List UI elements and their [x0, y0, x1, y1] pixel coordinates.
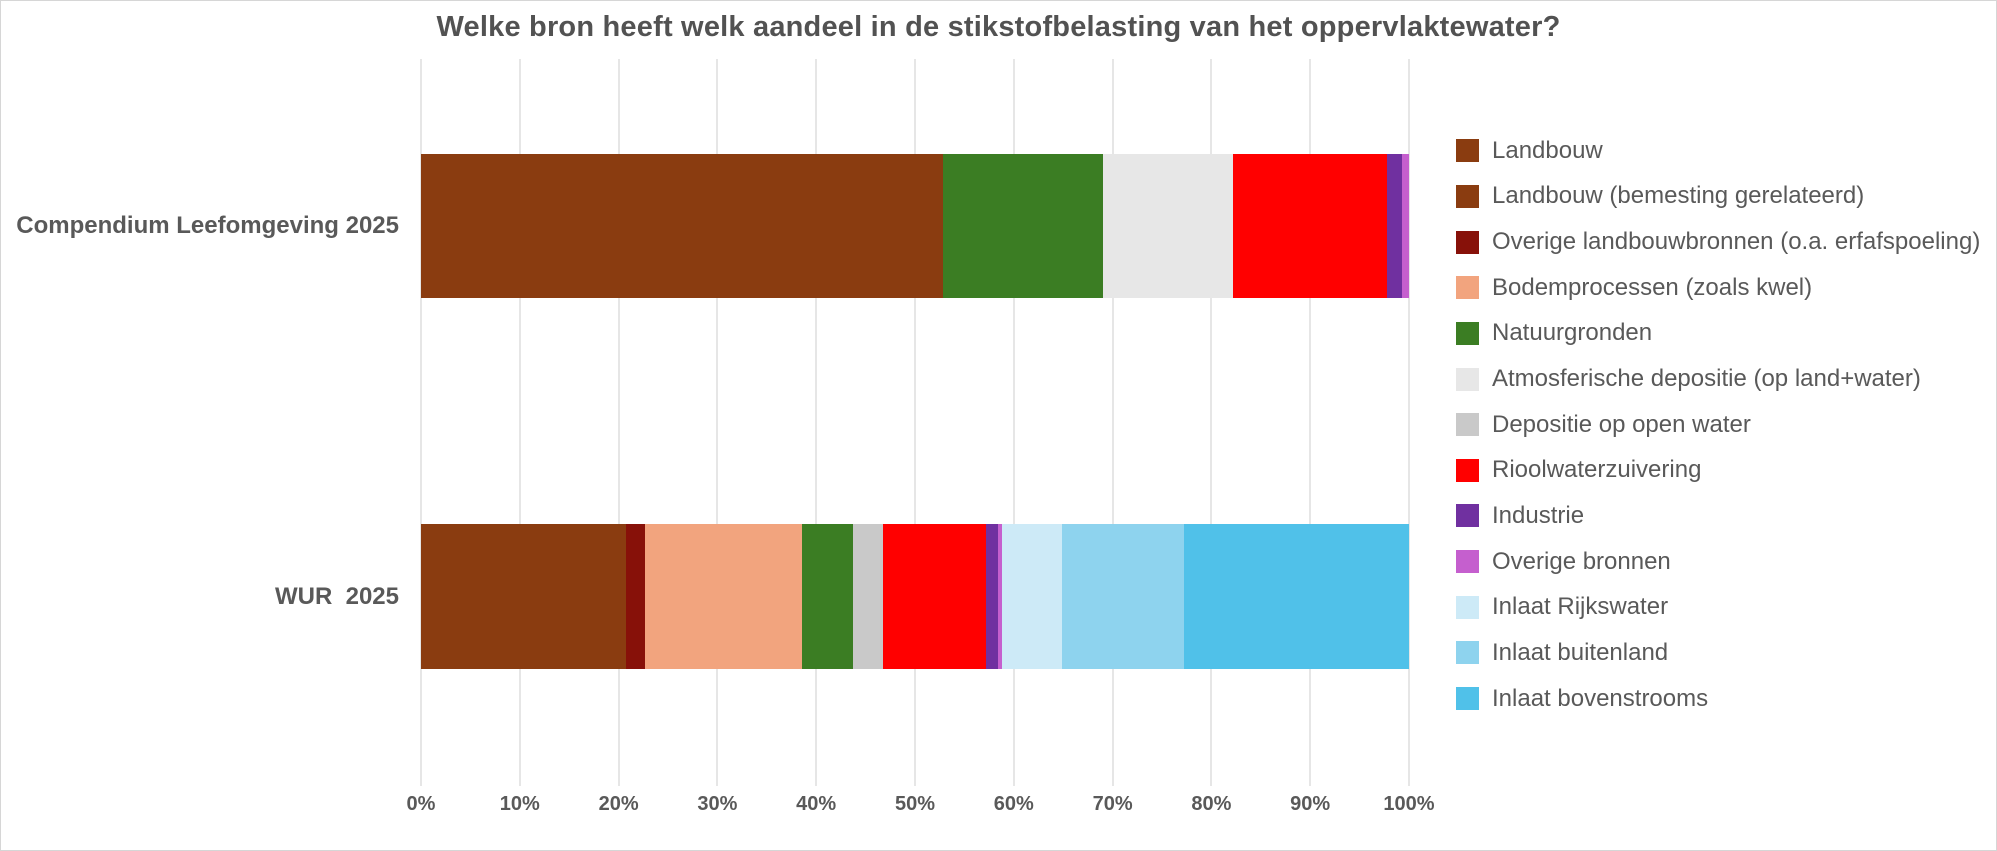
x-axis-tick-label-10: 10%: [499, 793, 540, 815]
bar-segment-overige-landbouwbronnen-o-a-erfafspoeling: [625, 524, 646, 669]
gridline-0: [420, 59, 422, 786]
x-axis-tick-label-80: 80%: [1191, 793, 1232, 815]
gridline-60: [1012, 59, 1015, 786]
bar-segment-landbouw-bemesting-gerelateerd: [421, 524, 626, 669]
legend-label: Inlaat bovenstrooms: [1492, 684, 1709, 712]
legend-label: Rioolwaterzuivering: [1492, 456, 1702, 484]
legend-label: Landbouw (bemesting gerelateerd): [1492, 182, 1865, 210]
bar-segment-industrie: [986, 524, 998, 669]
x-axis-tick-label-40: 40%: [796, 793, 837, 815]
legend-label: Depositie op open water: [1492, 410, 1751, 438]
gridline-20: [617, 59, 620, 786]
legend-label: Landbouw: [1492, 136, 1603, 164]
gridline-100: [1408, 59, 1410, 786]
bar-segment-rioolwaterzuivering: [883, 524, 987, 669]
legend-label: Overige bronnen: [1492, 547, 1671, 575]
x-axis-tick-label-30: 30%: [697, 793, 738, 815]
bar-segment-natuurgronden: [802, 524, 853, 669]
x-axis-tick-label-50: 50%: [894, 793, 936, 815]
bar-segment-depositie-op-open-water: [852, 524, 884, 669]
x-axis-tick-label-0: 0%: [406, 793, 436, 815]
chart-legend: Landbouw Landbouw (bemesting gerelateerd)…: [1456, 128, 1980, 721]
bar-segment-inlaat-bovenstrooms: [1183, 524, 1409, 669]
legend-label: Inlaat Rijkswater: [1492, 593, 1669, 621]
bar-segment-industrie: [1387, 154, 1403, 298]
legend-item-overige-landbouwbronnen-o-a-erfafspoeling: Overige landbouwbronnen (o.a. erfafspoel…: [1456, 219, 1980, 265]
legend-item-overige-bronnen: Overige bronnen: [1456, 539, 1980, 585]
legend-item-inlaat-bovenstrooms: Inlaat bovenstrooms: [1456, 676, 1980, 722]
gridline-10: [518, 59, 521, 786]
legend-item-depositie-op-open-water: Depositie op open water: [1456, 402, 1980, 448]
x-axis-tick-label-20: 20%: [598, 793, 639, 815]
category-label-wur-2025: WUR 2025: [274, 582, 399, 610]
bar-wur-2025: [421, 524, 1409, 669]
bar-segment-bodemprocessen-zoals-kwel: [645, 524, 803, 669]
x-axis-tick-label-60: 60%: [993, 793, 1034, 815]
category-label-compendium-leefomgeving-2025: Compendium Leefomgeving 2025: [16, 212, 399, 239]
legend-label: Overige landbouwbronnen (o.a. erfafspoel…: [1492, 228, 1981, 256]
legend-label: Natuurgronden: [1492, 319, 1653, 347]
gridline-40: [815, 59, 818, 786]
gridline-70: [1111, 59, 1114, 786]
bar-segment-natuurgronden: [942, 154, 1103, 298]
legend-label: Inlaat buitenland: [1492, 638, 1669, 666]
bar-compendium-leefomgeving-2025: [421, 154, 1409, 298]
bar-segment-overige-bronnen: [997, 524, 1002, 669]
legend-swatch-icon: [1456, 276, 1479, 300]
legend-item-bodemprocessen-zoals-kwel: Bodemprocessen (zoals kwel): [1456, 265, 1980, 311]
gridline-80: [1210, 59, 1213, 786]
legend-item-natuurgronden: Natuurgronden: [1456, 311, 1980, 357]
legend-swatch-icon: [1456, 641, 1479, 665]
bar-segment-inlaat-buitenland: [1062, 524, 1184, 669]
legend-item-landbouw: Landbouw: [1456, 128, 1980, 174]
bar-segment-inlaat-rijkswater: [1001, 524, 1063, 669]
legend-label: Bodemprocessen (zoals kwel): [1492, 273, 1813, 301]
legend-swatch-icon: [1456, 367, 1479, 391]
legend-label: Industrie: [1492, 501, 1585, 529]
legend-swatch-icon: [1456, 458, 1479, 482]
legend-item-rioolwaterzuivering: Rioolwaterzuivering: [1456, 447, 1980, 493]
legend-swatch-icon: [1456, 184, 1479, 208]
legend-item-inlaat-rijkswater: Inlaat Rijkswater: [1456, 584, 1980, 630]
legend-swatch-icon: [1456, 504, 1479, 528]
legend-item-atmosferische-depositie-op-land-water: Atmosferische depositie (op land+water): [1456, 356, 1980, 402]
gridline-90: [1309, 59, 1312, 786]
legend-swatch-icon: [1456, 230, 1479, 254]
legend-swatch-icon: [1456, 321, 1479, 345]
legend-item-landbouw-bemesting-gerelateerd: Landbouw (bemesting gerelateerd): [1456, 174, 1980, 220]
legend-swatch-icon: [1456, 595, 1479, 619]
bar-segment-landbouw: [421, 154, 943, 298]
bar-segment-rioolwaterzuivering: [1233, 154, 1388, 298]
legend-swatch-icon: [1456, 550, 1479, 574]
bar-segment-atmosferische-depositie-op-land-water: [1102, 154, 1234, 298]
plot-area: [420, 59, 1410, 786]
gridline-30: [716, 59, 719, 786]
x-axis-tick-label-100: 100%: [1383, 793, 1435, 815]
legend-swatch-icon: [1456, 139, 1479, 163]
gridline-50: [914, 59, 916, 786]
x-axis-tick-label-70: 70%: [1092, 793, 1133, 815]
legend-item-inlaat-buitenland: Inlaat buitenland: [1456, 630, 1980, 676]
legend-label: Atmosferische depositie (op land+water): [1492, 365, 1921, 393]
legend-swatch-icon: [1456, 687, 1479, 710]
bar-segment-overige-bronnen: [1402, 154, 1409, 298]
x-axis-tick-label-90: 90%: [1290, 793, 1331, 815]
legend-item-industrie: Industrie: [1456, 493, 1980, 539]
legend-swatch-icon: [1456, 413, 1479, 437]
chart-title: Welke bron heeft welk aandeel in de stik…: [436, 11, 1561, 43]
